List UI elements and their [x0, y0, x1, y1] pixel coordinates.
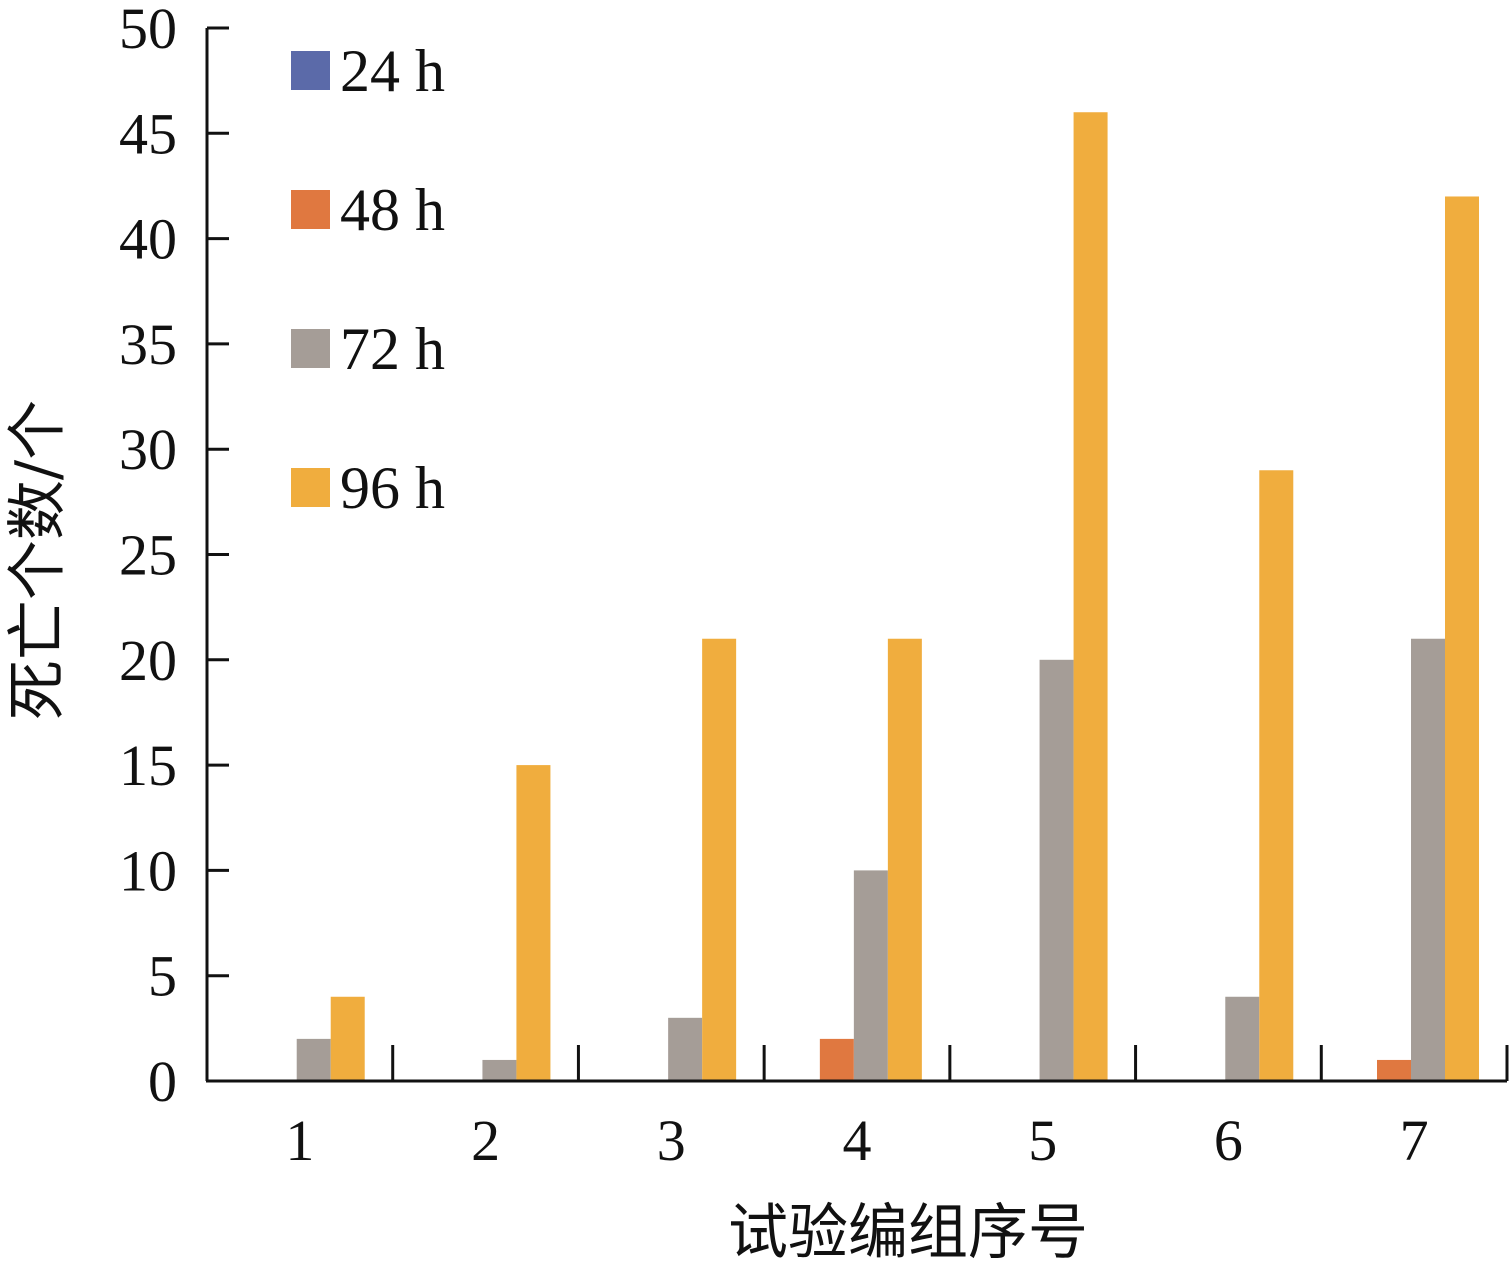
bar-72h-group-4 [853, 870, 888, 1081]
y-tick-label: 15 [119, 733, 177, 798]
y-axis-title: 死亡个数/个 [3, 400, 73, 720]
legend-label: 72 h [340, 316, 445, 382]
bar-96h-group-5 [1073, 112, 1108, 1082]
x-tick-label: 6 [1214, 1108, 1243, 1173]
bar-72h-group-3 [668, 1017, 703, 1081]
bar-96h-group-7 [1445, 196, 1479, 1082]
y-tick-label: 45 [119, 101, 177, 166]
bar-96h-group-1 [330, 996, 365, 1081]
y-tick-label: 35 [119, 312, 177, 377]
legend: 24 h 48 h 72 h 96 h [291, 38, 445, 521]
bar-96h-group-6 [1259, 470, 1294, 1081]
legend-label: 96 h [340, 455, 445, 521]
legend-swatch [291, 51, 330, 90]
x-tick-label: 1 [285, 1108, 314, 1173]
legend-swatch [291, 329, 330, 368]
bar-72h-group-2 [482, 1059, 517, 1081]
y-tick-label: 5 [148, 944, 177, 1009]
x-tick-label: 3 [657, 1108, 686, 1173]
y-tick-label: 40 [119, 207, 177, 272]
x-ticks: 1 2 3 4 5 6 7 [285, 1045, 1509, 1173]
y-ticks: 0 5 10 15 20 25 30 35 40 45 50 [119, 0, 229, 1114]
x-tick-label: 7 [1400, 1108, 1429, 1173]
bar-72h-group-5 [1039, 659, 1074, 1081]
bar-72h-group-7 [1411, 638, 1445, 1081]
bar-96h-group-3 [702, 638, 737, 1081]
bar-72h-group-1 [296, 1038, 331, 1081]
legend-swatch [291, 468, 330, 507]
x-tick-label: 5 [1028, 1108, 1057, 1173]
legend-label: 48 h [340, 177, 445, 243]
y-tick-label: 0 [148, 1049, 177, 1114]
y-tick-label: 25 [119, 523, 177, 588]
bar-72h-group-6 [1225, 996, 1260, 1081]
bar-48h-group-7 [1377, 1059, 1411, 1081]
x-tick-label: 2 [471, 1108, 500, 1173]
bar-96h-group-2 [516, 765, 551, 1081]
y-tick-label: 10 [119, 838, 177, 903]
y-tick-label: 30 [119, 417, 177, 482]
x-axis-title: 试验编组序号 [728, 1198, 1088, 1268]
bar-96h-group-4 [887, 638, 922, 1081]
bar-48h-group-4 [819, 1038, 854, 1081]
y-tick-label: 20 [119, 628, 177, 693]
legend-label: 24 h [340, 38, 445, 104]
bars-layer [296, 112, 1479, 1082]
x-tick-label: 4 [843, 1108, 872, 1173]
legend-swatch [291, 190, 330, 229]
y-tick-label: 50 [119, 0, 177, 61]
